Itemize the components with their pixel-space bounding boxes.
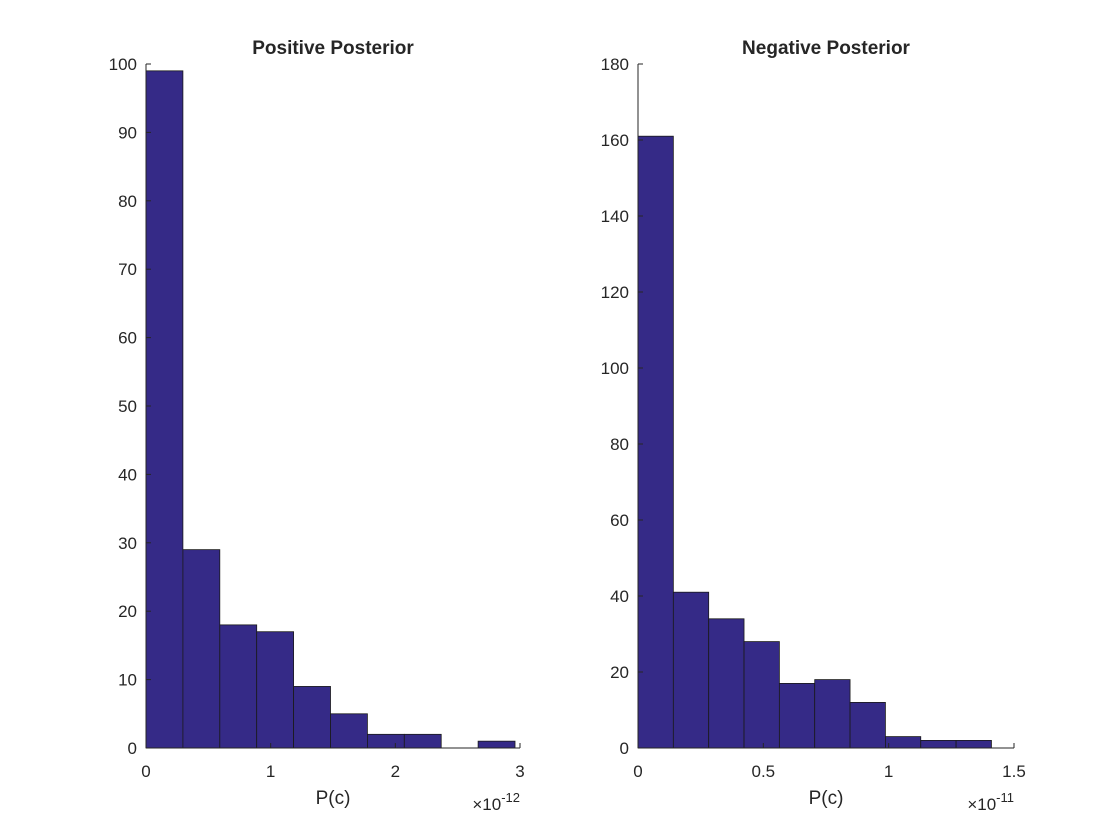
histogram-bar — [885, 736, 922, 749]
y-tick-label: 40 — [610, 587, 629, 606]
histogram-bar — [293, 686, 331, 749]
y-tick-label: 60 — [118, 329, 137, 348]
x-tick-label: 0 — [141, 762, 150, 781]
subplot-positive-posterior: 0 10 20 30 40 50 60 70 80 90 100 0 1 2 3 Positive Poste… — [109, 38, 525, 814]
histogram-bar — [814, 679, 851, 749]
y-tick-label: 50 — [118, 397, 137, 416]
y-tick-label: 90 — [118, 123, 137, 142]
y-tick-label: 80 — [118, 192, 137, 211]
x-axis-label: P(c) — [809, 788, 844, 809]
y-tick-label: 70 — [118, 260, 137, 279]
histogram-bar — [367, 733, 405, 749]
y-tick-label: 0 — [620, 739, 629, 758]
x-tick-label: 1 — [266, 762, 275, 781]
histogram-bar — [672, 591, 710, 749]
histogram-bar — [403, 733, 442, 749]
x-axis-multiplier: ×10-12 — [472, 790, 520, 814]
x-tick-label: 0 — [633, 762, 642, 781]
histogram-bar — [849, 702, 886, 749]
y-tick-label: 180 — [601, 55, 629, 74]
histogram-bar — [743, 641, 780, 749]
histogram-bar — [955, 740, 992, 749]
y-tick-label: 30 — [118, 534, 137, 553]
chart-title: Positive Posterior — [252, 38, 414, 59]
chart-title: Negative Posterior — [742, 38, 910, 59]
x-tick-label: 0.5 — [752, 762, 776, 781]
y-tick-label: 120 — [601, 283, 629, 302]
y-tick-label: 10 — [118, 671, 137, 690]
histogram-bar — [477, 740, 516, 749]
y-tick-label: 40 — [118, 465, 137, 484]
y-tick-label: 160 — [601, 131, 629, 150]
y-tick-label: 20 — [118, 602, 137, 621]
x-axis-multiplier: ×10-11 — [967, 790, 1014, 814]
histogram-bar — [920, 740, 957, 749]
histogram-bar — [330, 713, 368, 749]
y-tick-label: 100 — [601, 359, 629, 378]
histogram-bar — [637, 135, 674, 749]
y-tick-label: 100 — [109, 55, 137, 74]
histogram-bar — [708, 618, 745, 749]
subplot-negative-posterior: 0 20 40 60 80 100 120 140 160 180 0 0.5 1 1.5 Negative… — [601, 38, 1026, 814]
x-tick-label: 3 — [515, 762, 524, 781]
x-tick-label: 1.5 — [1002, 762, 1026, 781]
y-tick-label: 140 — [601, 207, 629, 226]
y-tick-label: 20 — [610, 663, 629, 682]
histogram-bar — [182, 549, 221, 749]
y-tick-label: 0 — [128, 739, 137, 758]
x-tick-label: 2 — [391, 762, 400, 781]
y-tick-label: 60 — [610, 511, 629, 530]
y-tick-label: 80 — [610, 435, 629, 454]
x-axis-label: P(c) — [316, 788, 351, 809]
x-tick-label: 1 — [884, 762, 893, 781]
histogram-bar — [145, 70, 184, 749]
histogram-bar — [256, 631, 295, 749]
histogram-bar — [219, 624, 258, 749]
histogram-bar — [778, 683, 816, 749]
